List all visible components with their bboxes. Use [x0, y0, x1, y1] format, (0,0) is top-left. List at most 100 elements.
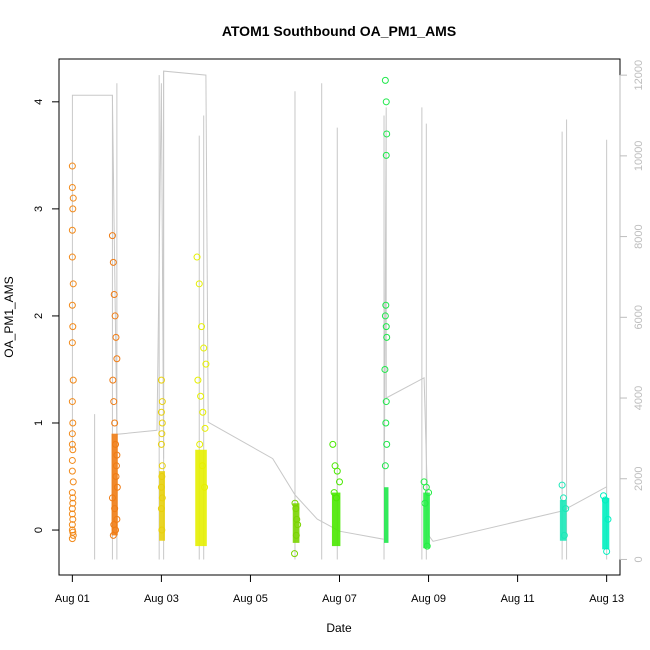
dense-cluster-layer [111, 433, 610, 550]
data-point [201, 483, 209, 491]
data-point [562, 505, 570, 513]
data-point [293, 515, 301, 523]
data-point [381, 76, 389, 84]
data-point [195, 280, 203, 288]
x-tick-label: Aug 07 [322, 593, 357, 605]
data-point [69, 446, 77, 454]
data-point [157, 483, 165, 491]
point-cluster [384, 487, 389, 543]
data-point [329, 440, 337, 448]
y2-tick-label: 2000 [633, 466, 645, 490]
data-point [111, 419, 119, 427]
data-point [291, 499, 299, 507]
y-tick-label: 0 [33, 527, 45, 533]
data-point [68, 253, 76, 261]
data-point [382, 98, 390, 106]
point-cluster [292, 503, 300, 543]
data-point [69, 419, 77, 427]
x-axis: Aug 01 Aug 03 Aug 05 Aug 07 Aug 09 Aug 11 Aug … [55, 574, 624, 605]
data-point [604, 515, 612, 523]
y2-axis: 0 2000 4000 6000 8000 10000 12000 [619, 60, 645, 563]
data-point [559, 494, 567, 502]
data-point [68, 183, 76, 191]
data-point [68, 339, 76, 347]
data-point [108, 232, 116, 240]
data-point [158, 398, 166, 406]
data-point [382, 301, 390, 309]
data-point [69, 499, 77, 507]
data-point [292, 505, 300, 513]
data-point [601, 496, 609, 504]
data-point [157, 376, 165, 384]
data-point [382, 323, 390, 331]
data-point [113, 515, 121, 523]
data-point [69, 376, 77, 384]
x-tick-label: Aug 09 [411, 593, 446, 605]
data-point [113, 483, 121, 491]
data-point [68, 226, 76, 234]
data-point [110, 398, 118, 406]
data-point [558, 481, 566, 489]
data-point [383, 440, 391, 448]
data-point [69, 194, 77, 202]
data-point [333, 467, 341, 475]
y-tick-label: 2 [33, 313, 45, 319]
data-point [382, 419, 390, 427]
data-point [68, 505, 76, 513]
y2-tick-label: 8000 [633, 224, 645, 248]
y-axis-label: OA_PM1_AMS [2, 276, 16, 357]
y2-tick-label: 6000 [633, 305, 645, 329]
data-point [197, 323, 205, 331]
data-point [68, 535, 76, 543]
data-point [381, 462, 389, 470]
data-point [68, 430, 76, 438]
data-point [69, 515, 77, 523]
data-point [158, 419, 166, 427]
data-point [157, 440, 165, 448]
data-point [68, 456, 76, 464]
data-point [200, 344, 208, 352]
data-point [560, 531, 568, 539]
y2-tick-label: 0 [633, 556, 645, 562]
point-cluster [111, 433, 118, 536]
data-point [68, 467, 76, 475]
data-point [69, 323, 77, 331]
data-point [68, 521, 76, 529]
data-point [336, 478, 343, 486]
y-tick-label: 3 [33, 206, 45, 212]
data-point [603, 547, 611, 555]
data-point [201, 424, 209, 432]
data-point [193, 253, 201, 261]
data-point [158, 430, 166, 438]
data-point [113, 451, 121, 459]
data-point [111, 312, 119, 320]
x-tick-label: Aug 05 [233, 593, 268, 605]
data-point [109, 258, 117, 266]
y2-tick-label: 4000 [633, 386, 645, 410]
x-tick-label: Aug 13 [589, 593, 624, 605]
data-point [111, 505, 119, 513]
data-point [108, 494, 116, 502]
data-point [382, 398, 390, 406]
data-point [69, 280, 77, 288]
data-point [110, 291, 118, 299]
data-point [199, 408, 207, 416]
y2-tick-label: 10000 [633, 141, 645, 172]
point-cluster [559, 500, 567, 541]
data-point [291, 550, 299, 558]
data-point [68, 440, 76, 448]
x-tick-label: Aug 01 [55, 593, 90, 605]
data-point [202, 360, 210, 368]
data-point [383, 333, 391, 341]
data-point [157, 505, 165, 513]
data-point [109, 376, 117, 384]
data-point [112, 473, 120, 481]
data-point [68, 162, 76, 170]
data-point [112, 462, 120, 470]
points-layer [68, 76, 612, 558]
data-point [157, 408, 165, 416]
data-point [109, 531, 117, 539]
data-point [382, 151, 390, 159]
y-tick-label: 4 [33, 99, 45, 105]
